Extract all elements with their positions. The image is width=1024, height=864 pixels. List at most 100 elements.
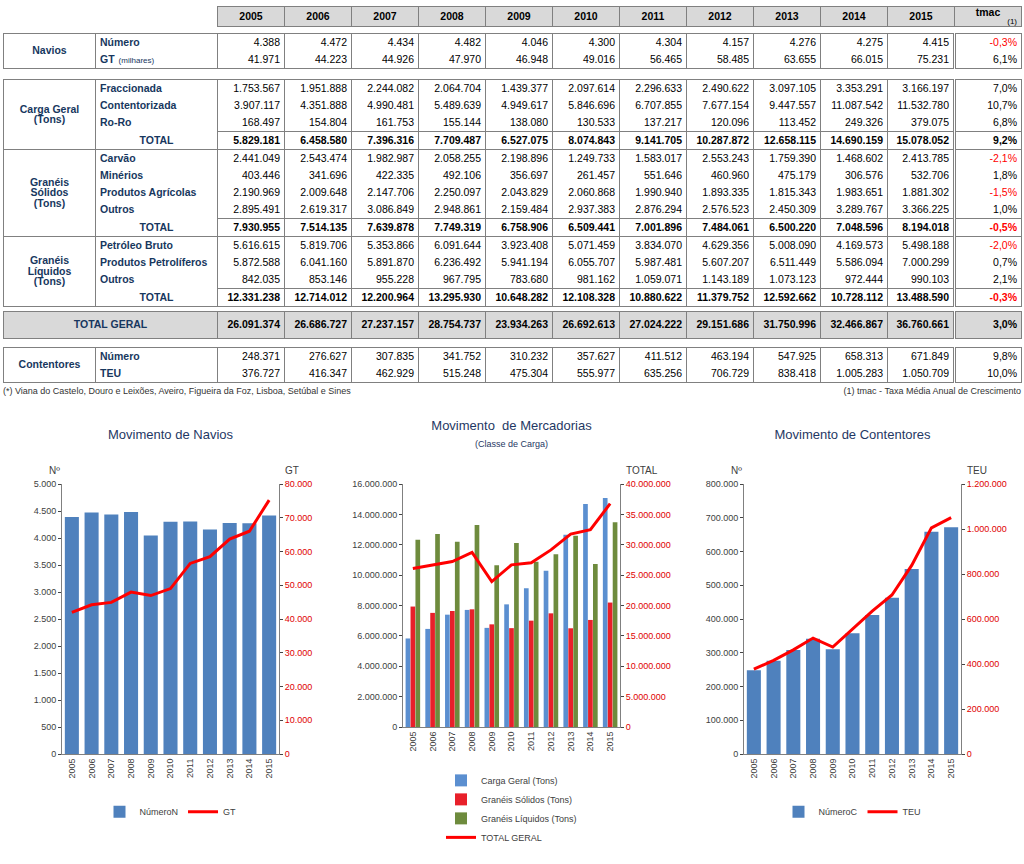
svg-text:2.500: 2.500 [34, 614, 57, 624]
svg-text:60.000: 60.000 [285, 547, 313, 557]
svg-text:400.000: 400.000 [706, 614, 739, 624]
svg-text:8.000.000: 8.000.000 [357, 601, 397, 611]
svg-text:200.000: 200.000 [967, 704, 1000, 714]
svg-text:4.000: 4.000 [34, 533, 57, 543]
svg-text:600.000: 600.000 [706, 547, 739, 557]
svg-text:15.000.000: 15.000.000 [626, 631, 671, 641]
svg-text:12.000.000: 12.000.000 [352, 540, 397, 550]
svg-text:2005: 2005 [408, 732, 418, 752]
svg-text:2012: 2012 [546, 732, 556, 752]
svg-text:10.000.000: 10.000.000 [626, 661, 671, 671]
svg-text:2008: 2008 [126, 759, 136, 779]
svg-text:500: 500 [41, 722, 56, 732]
svg-text:10.000: 10.000 [285, 715, 313, 725]
svg-text:50.000: 50.000 [285, 580, 313, 590]
svg-text:0: 0 [285, 749, 290, 759]
svg-text:2011: 2011 [526, 732, 536, 751]
svg-text:2008: 2008 [467, 732, 477, 752]
svg-text:5.000.000: 5.000.000 [626, 692, 666, 702]
svg-text:2006: 2006 [428, 732, 438, 752]
svg-text:2015: 2015 [264, 759, 274, 779]
svg-text:2.000: 2.000 [34, 641, 57, 651]
svg-text:200.000: 200.000 [706, 682, 739, 692]
svg-text:80.000: 80.000 [285, 479, 313, 489]
svg-text:2.000.000: 2.000.000 [357, 692, 397, 702]
svg-text:TOTAL GERAL: TOTAL GERAL [481, 833, 542, 843]
svg-text:2005: 2005 [67, 759, 77, 779]
svg-text:0: 0 [51, 749, 56, 759]
svg-text:TEU: TEU [967, 465, 987, 476]
svg-text:TEU: TEU [903, 807, 921, 817]
svg-text:5.000: 5.000 [34, 479, 57, 489]
svg-text:800.000: 800.000 [706, 479, 739, 489]
svg-text:2006: 2006 [87, 759, 97, 779]
svg-text:16.000.000: 16.000.000 [352, 479, 397, 489]
svg-text:TOTAL: TOTAL [626, 465, 658, 476]
svg-text:6.000.000: 6.000.000 [357, 631, 397, 641]
svg-text:3.000: 3.000 [34, 587, 57, 597]
svg-text:Granéis Líquidos (Tons): Granéis Líquidos (Tons) [481, 814, 577, 824]
svg-text:2005: 2005 [749, 759, 759, 779]
svg-text:3.500: 3.500 [34, 560, 57, 570]
svg-text:2013: 2013 [225, 759, 235, 779]
svg-text:Nº: Nº [731, 465, 742, 476]
svg-text:600.000: 600.000 [967, 614, 1000, 624]
svg-text:0: 0 [392, 722, 397, 732]
svg-text:2007: 2007 [788, 759, 798, 779]
svg-text:2014: 2014 [926, 759, 936, 779]
svg-text:NúmeroN: NúmeroN [140, 807, 179, 817]
svg-text:2009: 2009 [487, 732, 497, 752]
svg-text:Movimento de Contentores: Movimento de Contentores [774, 427, 931, 442]
svg-text:Movimento de Mercadorias(Clas: Movimento de Mercadorias(Classe de Carga… [431, 418, 592, 449]
svg-text:2013: 2013 [566, 732, 576, 752]
svg-text:Nº: Nº [49, 465, 60, 476]
svg-text:2015: 2015 [946, 759, 956, 779]
svg-text:4.500: 4.500 [34, 506, 57, 516]
svg-text:0: 0 [733, 749, 738, 759]
svg-text:Carga Geral (Tons): Carga Geral (Tons) [481, 776, 558, 786]
svg-text:30.000.000: 30.000.000 [626, 540, 671, 550]
svg-text:4.000.000: 4.000.000 [357, 661, 397, 671]
svg-text:2013: 2013 [907, 759, 917, 779]
svg-text:2009: 2009 [828, 759, 838, 779]
svg-text:GT: GT [223, 807, 236, 817]
svg-text:Movimento de Navios: Movimento de Navios [108, 427, 233, 442]
svg-text:0: 0 [967, 749, 972, 759]
svg-text:1.200.000: 1.200.000 [967, 479, 1007, 489]
svg-text:0: 0 [626, 722, 631, 732]
svg-text:30.000: 30.000 [285, 648, 313, 658]
svg-text:2007: 2007 [106, 759, 116, 779]
svg-text:2015: 2015 [605, 732, 615, 752]
svg-text:2009: 2009 [146, 759, 156, 779]
svg-text:25.000.000: 25.000.000 [626, 570, 671, 580]
svg-text:20.000.000: 20.000.000 [626, 601, 671, 611]
svg-text:1.500: 1.500 [34, 668, 57, 678]
svg-text:2010: 2010 [165, 759, 175, 779]
svg-text:800.000: 800.000 [967, 569, 1000, 579]
svg-text:1.000.000: 1.000.000 [967, 524, 1007, 534]
svg-text:40.000: 40.000 [285, 614, 313, 624]
svg-text:2010: 2010 [506, 732, 516, 752]
svg-text:2012: 2012 [887, 759, 897, 779]
svg-text:2011: 2011 [185, 759, 195, 778]
svg-text:2008: 2008 [808, 759, 818, 779]
svg-text:NúmeroC: NúmeroC [819, 807, 858, 817]
svg-text:100.000: 100.000 [706, 715, 739, 725]
svg-text:500.000: 500.000 [706, 580, 739, 590]
svg-text:14.000.000: 14.000.000 [352, 510, 397, 520]
svg-text:2010: 2010 [847, 759, 857, 779]
svg-text:2011: 2011 [867, 759, 877, 778]
svg-text:300.000: 300.000 [706, 648, 739, 658]
svg-text:40.000.000: 40.000.000 [626, 479, 671, 489]
svg-text:35.000.000: 35.000.000 [626, 510, 671, 520]
svg-text:2006: 2006 [769, 759, 779, 779]
svg-text:GT: GT [285, 465, 299, 476]
svg-text:2014: 2014 [244, 759, 254, 779]
svg-text:1.000: 1.000 [34, 695, 57, 705]
svg-text:20.000: 20.000 [285, 682, 313, 692]
svg-text:Granéis Sólidos (Tons): Granéis Sólidos (Tons) [481, 795, 572, 805]
svg-text:2014: 2014 [585, 732, 595, 752]
svg-text:2012: 2012 [205, 759, 215, 779]
svg-text:2007: 2007 [447, 732, 457, 752]
svg-text:10.000.000: 10.000.000 [352, 570, 397, 580]
